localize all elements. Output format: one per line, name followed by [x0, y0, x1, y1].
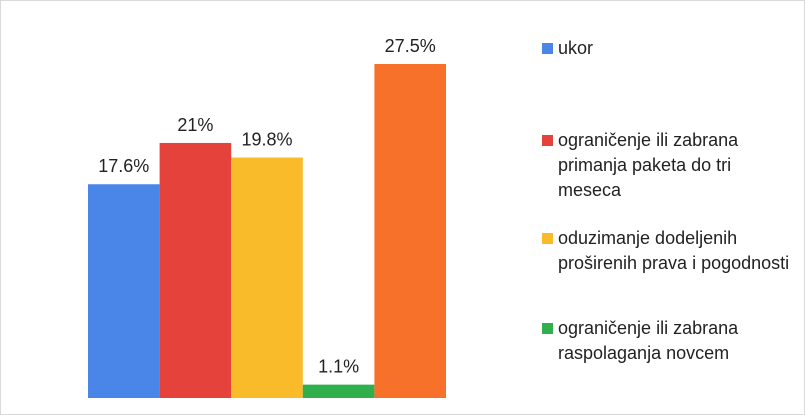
legend-item: oduzimanje dodeljenih proširenih prava i… — [542, 226, 792, 276]
bar — [374, 64, 446, 398]
data-label: 1.1% — [318, 357, 359, 377]
bar — [231, 157, 303, 398]
legend-label: ograničenje ili zabrana primanja paketa … — [558, 130, 739, 200]
legend-label: ograničenje ili zabrana raspolaganja nov… — [558, 318, 739, 363]
bar — [159, 142, 232, 398]
bar — [302, 384, 375, 398]
data-label: 17.6% — [98, 156, 149, 176]
legend-label: oduzimanje dodeljenih proširenih prava i… — [558, 228, 790, 273]
legend-swatch — [542, 43, 553, 54]
legend-swatch — [542, 233, 553, 244]
legend-swatch — [542, 323, 553, 334]
legend-item: ograničenje ili zabrana raspolaganja nov… — [542, 316, 792, 366]
data-label: 27.5% — [385, 36, 436, 56]
legend-swatch — [542, 135, 553, 146]
legend-item: ukor — [542, 36, 792, 61]
data-label: 19.8% — [241, 130, 292, 150]
legend-item: ograničenje ili zabrana primanja paketa … — [542, 128, 792, 203]
data-label: 21% — [177, 115, 213, 135]
legend-label: ukor — [558, 38, 594, 58]
bar — [88, 184, 160, 398]
